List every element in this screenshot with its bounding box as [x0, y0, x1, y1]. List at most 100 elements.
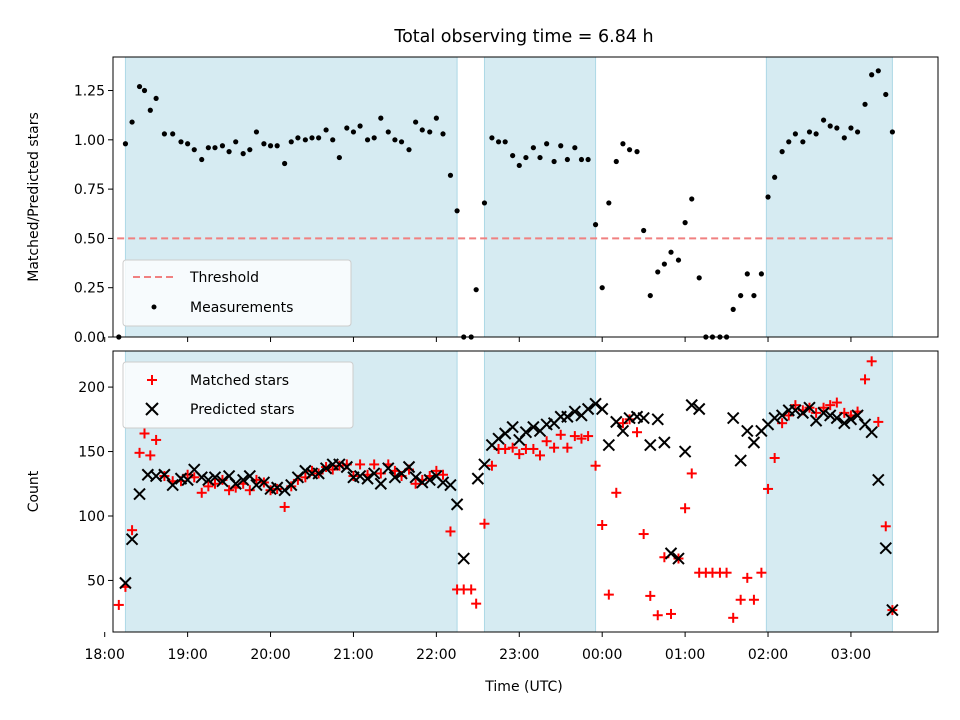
matched-star-point [466, 584, 477, 595]
measurement-point [626, 147, 633, 153]
predicted-star-stroke-b [125, 532, 139, 546]
predicted-star-stroke-b [506, 420, 519, 434]
measurement-point [606, 200, 612, 206]
predicted-star-point [734, 454, 747, 467]
matched-star-point [562, 442, 573, 453]
predicted-star-stroke-b [119, 576, 132, 590]
legend-top: Threshold Measurements [122, 259, 352, 327]
predicted-star-point [886, 603, 899, 617]
predicted-star-stroke-b [789, 404, 802, 417]
matched-star-point [486, 460, 497, 471]
measurement-point [330, 137, 336, 143]
matched-star-point [603, 589, 614, 600]
predicted-star-stroke-b [278, 484, 291, 497]
measurement-point [786, 139, 792, 145]
measurement-point [161, 131, 168, 137]
matched-stars-series [113, 356, 898, 623]
measurement-point [440, 131, 446, 137]
measurement-point [267, 143, 274, 149]
measurement-point [820, 117, 827, 123]
predicted-stars-series [119, 397, 899, 617]
measurement-point [875, 68, 881, 74]
predicted-star-stroke-b [589, 397, 602, 411]
measurement-point [854, 129, 861, 135]
predicted-star-stroke-b [602, 438, 616, 452]
matched-star-point [514, 449, 525, 460]
predicted-star-point [312, 467, 325, 480]
measurement-point [689, 196, 695, 202]
measurement-point [226, 149, 232, 155]
x-tick-label: 19:00 [167, 647, 207, 663]
predicted-star-point [602, 438, 616, 452]
predicted-star-point [789, 404, 802, 417]
predicted-star-stroke-b [409, 471, 422, 484]
predicted-star-point [824, 409, 837, 422]
predicted-star-point [581, 402, 595, 416]
measurement-point [309, 135, 315, 141]
x-axis-label: Time (UTC) [484, 679, 562, 695]
measurement-point [205, 145, 211, 151]
predicted-star-stroke-b [319, 462, 333, 475]
predicted-star-stroke-b [651, 413, 664, 426]
measurement-point [572, 145, 578, 151]
x-tick-label: 18:00 [85, 647, 125, 663]
matched-star-point [369, 459, 380, 470]
predicted-star-stroke-b [685, 398, 698, 412]
predicted-star-point [166, 478, 179, 492]
measurement-point [772, 174, 778, 180]
matched-star-point [507, 442, 518, 453]
matched-star-point [279, 501, 290, 512]
measurement-point [185, 141, 191, 147]
measurement-point [147, 107, 153, 113]
measurement-point [454, 208, 460, 214]
matched-star-point [873, 416, 884, 427]
observing-window [483, 350, 597, 633]
measurement-point [696, 275, 702, 281]
predicted-star-stroke-b [402, 460, 416, 474]
matched-star-point [139, 428, 150, 439]
measurement-point [433, 115, 439, 121]
predicted-star-stroke-b [158, 468, 171, 481]
predicted-star-stroke-b [644, 438, 657, 452]
measurement-point [668, 249, 674, 255]
predicted-star-point [353, 469, 367, 483]
predicted-star-point [844, 413, 858, 426]
measurement-point [413, 119, 419, 125]
predicted-star-stroke-b [581, 402, 595, 416]
matched-star-point [825, 400, 836, 411]
matched-star-point [244, 485, 255, 496]
measurement-point [122, 141, 129, 147]
predicted-star-stroke-b [851, 409, 864, 422]
measurement-point [537, 154, 543, 161]
predicted-star-point [658, 436, 671, 449]
predicted-star-stroke-b [630, 410, 644, 423]
predicted-star-stroke-b [444, 478, 457, 492]
predicted-star-point [616, 424, 630, 438]
predicted-star-stroke-b [416, 476, 429, 489]
predicted-star-point [471, 472, 485, 485]
predicted-star-point [561, 410, 574, 423]
predicted-star-stroke-b [208, 471, 222, 484]
predicted-star-point [208, 471, 222, 484]
legend-bottom: Matched stars Predicted stars [122, 361, 354, 429]
legend-matched-swatch [147, 375, 157, 385]
predicted-star-point [692, 402, 706, 416]
observing-window [765, 56, 893, 338]
legend-predicted-label: Predicted stars [190, 402, 295, 418]
predicted-star-stroke-b [478, 458, 491, 471]
matched-star-point [617, 418, 628, 429]
predicted-star-stroke-b [270, 481, 284, 494]
matched-star-point [203, 481, 214, 492]
predicted-star-stroke-b [637, 411, 650, 425]
predicted-star-stroke-b [616, 424, 630, 438]
matched-star-point [638, 529, 649, 540]
measurement-point [253, 129, 260, 135]
observing-window [765, 350, 893, 633]
predicted-star-point [478, 458, 491, 471]
measurement-point [302, 137, 308, 143]
predicted-star-point [568, 405, 582, 418]
predicted-star-stroke-b [188, 463, 201, 476]
measurement-point [219, 143, 226, 149]
predicted-star-point [133, 487, 146, 501]
predicted-star-point [423, 473, 436, 487]
